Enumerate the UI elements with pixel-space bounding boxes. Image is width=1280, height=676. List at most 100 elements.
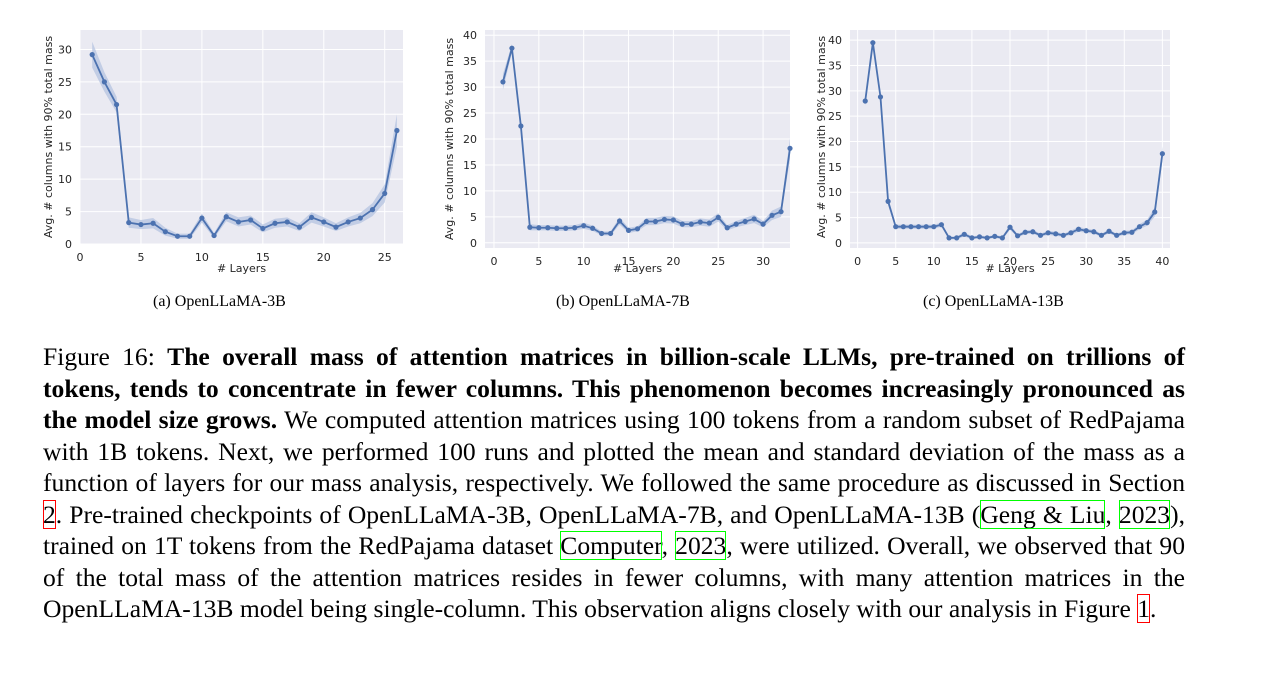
y-tick-label: 5 [835,212,842,225]
data-point [1159,151,1165,157]
data-point [518,123,524,129]
x-tick-label: 10 [577,255,591,268]
data-point [1091,229,1097,235]
data-point [1083,228,1089,234]
data-point [954,235,960,241]
y-tick-label: 30 [828,85,842,98]
data-point [321,219,327,225]
data-point [688,221,694,227]
y-tick-label: 25 [463,107,477,120]
citation-separator: , [1105,499,1119,529]
data-point [915,224,922,230]
x-tick-label: 5 [137,251,144,264]
data-point [527,224,533,230]
data-point [733,221,739,227]
data-point [572,225,578,231]
data-point [706,220,712,226]
data-point [787,145,793,151]
section-ref-link[interactable]: 2 [43,499,56,529]
x-tick-label: 15 [256,251,270,264]
subcaption-b: (b) OpenLLaMA-7B [556,293,690,310]
y-tick-label: 40 [828,34,842,47]
x-tick-label: 10 [927,255,941,268]
data-point [969,235,975,241]
data-point [1053,231,1059,237]
figure-caption: Figure 16: The overall mass of attention… [43,341,1185,625]
citation-separator: , [661,531,676,560]
data-point [187,233,193,239]
data-point [1068,230,1074,236]
data-point [652,218,659,225]
y-tick-label: 25 [828,110,842,123]
x-tick-label: 20 [317,251,331,264]
data-point [272,220,278,226]
y-tick-label: 5 [470,211,477,224]
y-tick-label: 30 [463,81,477,94]
chart-openllama-13b: 0 5 10 15 20 25 30 35 40 0 5 10 15 20 25 30 35 40 # Layers… [815,30,1170,275]
data-point [1060,232,1066,238]
data-point [174,233,181,239]
data-point [715,214,721,220]
data-point [554,225,560,231]
data-point [333,224,339,230]
x-axis-label: # Layers [613,262,662,275]
data-point [908,224,914,230]
data-point [382,190,388,197]
y-axis-label: Avg. # columns with 90% total mass [443,38,456,240]
data-point [751,216,757,222]
y-tick-label: 10 [58,173,72,186]
data-point [760,221,766,227]
data-point [590,225,596,231]
data-point [199,215,205,221]
data-point [625,227,632,233]
data-point [1045,230,1051,236]
data-point [113,101,120,108]
caption-text-3: ), trained on 1T tokens from the RedPaja… [43,499,1186,561]
data-point [345,219,351,225]
data-point [893,224,899,230]
subcaption-c: (c) OpenLLaMA-13B [923,293,1064,310]
data-point [260,225,266,232]
std-band [92,41,397,239]
data-point [509,45,515,51]
y-tick-label: 20 [58,108,72,121]
series-line [864,42,1164,239]
data-point [150,220,156,226]
data-point [162,229,168,235]
x-tick-label: 0 [854,255,861,268]
data-point [643,218,650,225]
citation-geng-liu-link[interactable]: Geng & Liu [980,499,1106,529]
figure-ref-link[interactable]: 1 [1137,594,1151,623]
x-tick-label: 15 [965,255,979,268]
data-point [697,219,703,225]
x-axis-label: # Layers [217,262,266,275]
x-tick-label: 5 [892,255,899,268]
data-point [778,209,784,215]
caption-text-5: . [1150,594,1157,623]
x-tick-label: 35 [1117,255,1131,268]
y-tick-label: 20 [828,136,842,149]
data-point [545,225,551,231]
citation-computer-link[interactable]: Computer [560,531,662,560]
citation-geng-year-link[interactable]: 2023 [1118,499,1171,529]
data-point [394,127,400,134]
y-tick-label: 35 [463,55,477,68]
caption-text-4: , were utilized. Overall, we observed th… [43,531,1186,623]
x-tick-label: 30 [1079,255,1093,268]
data-point [248,217,254,223]
y-tick-label: 5 [65,206,72,219]
data-point [992,233,998,239]
data-point [976,234,983,240]
data-point [1075,226,1082,232]
data-point [900,224,906,230]
citation-computer-year-link[interactable]: 2023 [675,531,727,560]
y-axis-label: Avg. # columns with 90% total mass [815,36,828,238]
data-point [634,226,641,232]
data-point [862,98,868,104]
subcaption-a: (a) OpenLLaMA-3B [153,293,286,310]
data-point [1098,232,1105,238]
caption-text-1: We computed attention matrices using 100… [43,405,1185,497]
data-point [1144,220,1150,226]
chart-panel-c: 0 5 10 15 20 25 30 35 40 0 5 10 15 20 25 30 35 40 # Layers… [800,0,1200,290]
data-point [1106,228,1112,234]
